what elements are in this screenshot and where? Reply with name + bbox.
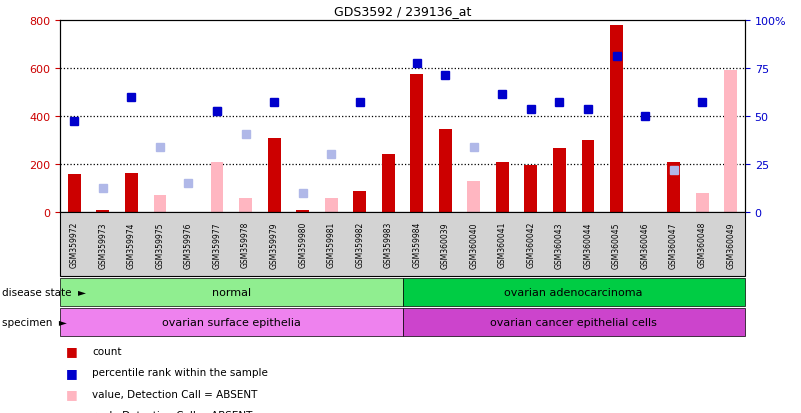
Text: GSM359981: GSM359981 bbox=[327, 222, 336, 268]
Bar bbox=[553, 149, 566, 213]
Text: GSM360043: GSM360043 bbox=[555, 221, 564, 268]
Bar bbox=[211, 162, 223, 213]
Text: GSM359975: GSM359975 bbox=[155, 221, 164, 268]
Text: GSM359974: GSM359974 bbox=[127, 221, 136, 268]
Bar bbox=[268, 138, 280, 213]
Text: GSM360040: GSM360040 bbox=[469, 221, 478, 268]
Text: ■: ■ bbox=[66, 387, 78, 401]
Text: GSM360039: GSM360039 bbox=[441, 221, 450, 268]
Text: value, Detection Call = ABSENT: value, Detection Call = ABSENT bbox=[92, 389, 257, 399]
Text: GSM359978: GSM359978 bbox=[241, 221, 250, 268]
Text: ■: ■ bbox=[66, 366, 78, 379]
Text: specimen  ►: specimen ► bbox=[2, 317, 66, 327]
Text: count: count bbox=[92, 346, 122, 356]
Bar bbox=[582, 141, 594, 213]
Title: GDS3592 / 239136_at: GDS3592 / 239136_at bbox=[334, 5, 471, 18]
Bar bbox=[353, 191, 366, 213]
Text: normal: normal bbox=[211, 287, 251, 297]
Bar bbox=[496, 162, 509, 213]
Text: GSM359973: GSM359973 bbox=[99, 221, 107, 268]
Text: ovarian cancer epithelial cells: ovarian cancer epithelial cells bbox=[490, 317, 657, 327]
Bar bbox=[324, 198, 337, 213]
Text: ■: ■ bbox=[66, 409, 78, 413]
Text: GSM360046: GSM360046 bbox=[641, 221, 650, 268]
Text: GSM359976: GSM359976 bbox=[184, 221, 193, 268]
Text: GSM359983: GSM359983 bbox=[384, 221, 392, 268]
Text: GSM360044: GSM360044 bbox=[583, 221, 593, 268]
Text: GSM359982: GSM359982 bbox=[355, 222, 364, 268]
Bar bbox=[382, 155, 395, 213]
Bar bbox=[610, 26, 623, 213]
Text: GSM360047: GSM360047 bbox=[669, 221, 678, 268]
Text: GSM360048: GSM360048 bbox=[698, 221, 706, 268]
Text: percentile rank within the sample: percentile rank within the sample bbox=[92, 368, 268, 377]
Text: disease state  ►: disease state ► bbox=[2, 287, 86, 297]
Bar bbox=[667, 162, 680, 213]
Text: rank, Detection Call = ABSENT: rank, Detection Call = ABSENT bbox=[92, 411, 252, 413]
Text: GSM360045: GSM360045 bbox=[612, 221, 621, 268]
Text: ■: ■ bbox=[66, 344, 78, 358]
Text: GSM359979: GSM359979 bbox=[270, 221, 279, 268]
Bar bbox=[410, 75, 423, 213]
Bar bbox=[125, 174, 138, 213]
Bar bbox=[154, 196, 167, 213]
Bar bbox=[439, 130, 452, 213]
Text: GSM360049: GSM360049 bbox=[727, 221, 735, 268]
Text: GSM359977: GSM359977 bbox=[212, 221, 222, 268]
Text: GSM359972: GSM359972 bbox=[70, 221, 78, 268]
Bar bbox=[468, 181, 481, 213]
Text: ovarian surface epithelia: ovarian surface epithelia bbox=[162, 317, 300, 327]
Bar bbox=[724, 71, 737, 213]
Text: GSM359984: GSM359984 bbox=[413, 221, 421, 268]
Bar bbox=[696, 193, 709, 213]
Bar bbox=[296, 210, 309, 213]
Text: GSM360041: GSM360041 bbox=[498, 221, 507, 268]
Bar bbox=[68, 174, 81, 213]
Text: GSM359980: GSM359980 bbox=[298, 221, 307, 268]
Text: ovarian adenocarcinoma: ovarian adenocarcinoma bbox=[505, 287, 643, 297]
Bar bbox=[96, 210, 109, 213]
Bar bbox=[525, 166, 537, 213]
Bar bbox=[239, 198, 252, 213]
Text: GSM360042: GSM360042 bbox=[526, 221, 535, 268]
